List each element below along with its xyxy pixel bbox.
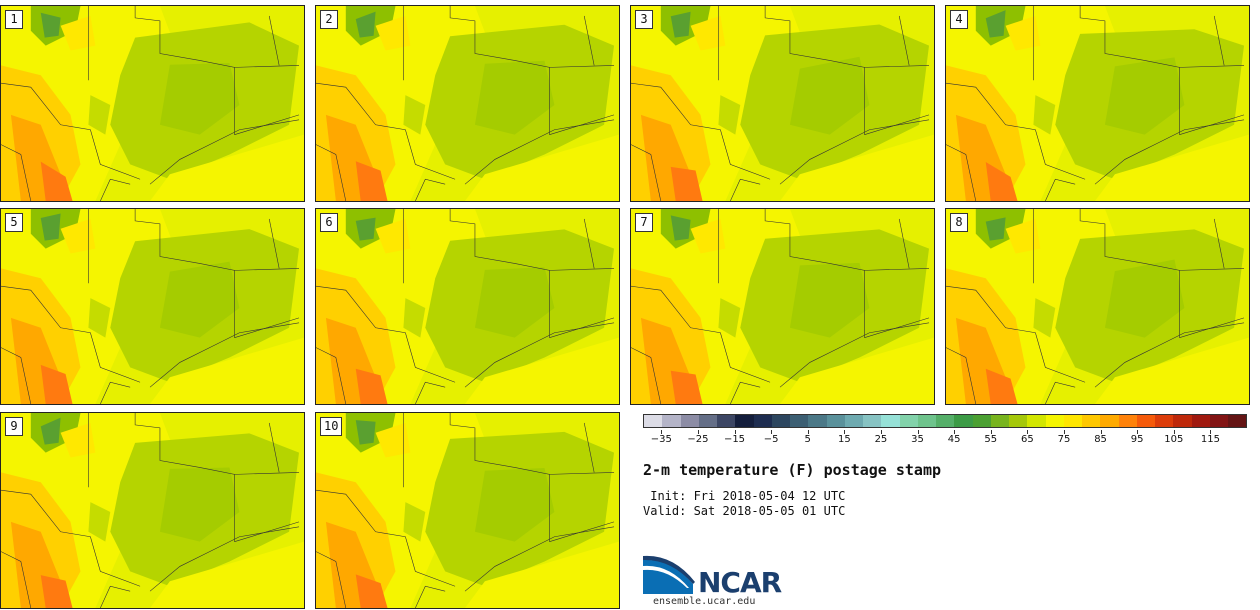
panel-member-label: 8	[950, 213, 968, 232]
colorbar-tick-label: 95	[1130, 434, 1144, 445]
colorbar-tick	[661, 430, 663, 434]
colorbar-swatch	[1009, 415, 1028, 427]
colorbar-tick	[844, 430, 846, 434]
colorbar-tick-label: 25	[874, 434, 888, 445]
colorbar-tick	[771, 430, 773, 434]
panel-member-label: 4	[950, 10, 968, 29]
colorbar-swatch	[771, 415, 790, 427]
panel-member-label: 6	[320, 213, 338, 232]
colorbar-swatch	[1155, 415, 1174, 427]
colorbar-swatch	[917, 415, 936, 427]
map-panel-1: 1	[0, 5, 305, 202]
colorbar-tick-label: 15	[837, 434, 851, 445]
colorbar-swatch	[1045, 415, 1064, 427]
ncar-logo-text: NCAR	[698, 566, 782, 599]
colorbar-tick	[990, 430, 992, 434]
colorbar-tick-label: −5	[763, 434, 779, 445]
ncar-logo-icon	[643, 555, 695, 594]
colorbar-tick	[880, 430, 882, 434]
colorbar-tick-label: 105	[1164, 434, 1184, 445]
ensemble-url: ensemble.ucar.edu	[653, 596, 756, 607]
map-panel-5: 5	[0, 208, 305, 405]
colorbar-tick	[697, 430, 699, 434]
colorbar-swatch	[826, 415, 845, 427]
map-panel-7: 7	[630, 208, 935, 405]
colorbar-swatch	[1191, 415, 1210, 427]
colorbar-tick-label: 75	[1057, 434, 1071, 445]
colorbar-swatch	[1209, 415, 1228, 427]
colorbar-tick	[1063, 430, 1065, 434]
colorbar-tick-label: 35	[911, 434, 924, 445]
colorbar-swatch	[863, 415, 882, 427]
colorbar-tick-label: 5	[804, 434, 811, 445]
colorbar-tick-labels: −35 −25 −15 −5 5 15 25 35 45 55 65 75 85 95 105 115	[643, 430, 1247, 450]
panel-member-label: 2	[320, 10, 338, 29]
colorbar-swatch	[881, 415, 900, 427]
colorbar-swatch	[954, 415, 973, 427]
colorbar-swatch	[790, 415, 809, 427]
colorbar-tick-label: 55	[984, 434, 998, 445]
map-panel-2: 2	[315, 5, 620, 202]
colorbar-tick	[1137, 430, 1139, 434]
panel-member-label: 1	[5, 10, 23, 29]
panel-member-label: 3	[635, 10, 653, 29]
colorbar-swatch	[1173, 415, 1192, 427]
colorbar-tick	[807, 430, 809, 434]
colorbar-swatch	[662, 415, 681, 427]
map-panel-3: 3	[630, 5, 935, 202]
valid-time: Valid: Sat 2018-05-05 01 UTC	[643, 504, 846, 518]
colorbar-swatch	[936, 415, 955, 427]
colorbar-swatch	[1100, 415, 1119, 427]
colorbar-swatch	[735, 415, 754, 427]
panel-member-label: 5	[5, 213, 23, 232]
colorbar-swatch	[1228, 415, 1247, 427]
colorbar-tick-label: 115	[1200, 434, 1220, 445]
colorbar-tick	[917, 430, 919, 434]
panel-member-label: 7	[635, 213, 653, 232]
map-panel-9: 9	[0, 412, 305, 609]
colorbar-swatch	[1063, 415, 1082, 427]
colorbar-swatch	[680, 415, 699, 427]
colorbar-swatch	[717, 415, 736, 427]
colorbar-swatch	[1082, 415, 1101, 427]
colorbar-tick-label: −35	[650, 434, 672, 445]
colorbar-swatch	[972, 415, 991, 427]
colorbar-swatch	[644, 415, 663, 427]
colorbar-swatch	[698, 415, 717, 427]
colorbar-tick	[1027, 430, 1029, 434]
plot-title: 2-m temperature (F) postage stamp	[643, 461, 942, 479]
colorbar-tick-label: 85	[1094, 434, 1107, 445]
colorbar-swatch	[844, 415, 863, 427]
temperature-colorbar	[643, 414, 1247, 428]
panel-member-label: 10	[320, 417, 343, 436]
colorbar-swatch	[899, 415, 918, 427]
colorbar-swatch	[753, 415, 772, 427]
colorbar-swatch	[808, 415, 827, 427]
colorbar-tick	[1210, 430, 1212, 434]
map-panel-6: 6	[315, 208, 620, 405]
map-panel-10: 10	[315, 412, 620, 609]
colorbar-tick-label: −25	[687, 434, 709, 445]
colorbar-tick	[1100, 430, 1102, 434]
colorbar-tick	[954, 430, 956, 434]
colorbar-swatch	[1136, 415, 1155, 427]
map-panel-8: 8	[945, 208, 1250, 405]
map-panel-4: 4	[945, 5, 1250, 202]
colorbar-swatch	[1118, 415, 1137, 427]
colorbar-tick	[734, 430, 736, 434]
colorbar-tick-label: 65	[1020, 434, 1034, 445]
init-time: Init: Fri 2018-05-04 12 UTC	[643, 489, 846, 503]
colorbar-swatch	[1027, 415, 1046, 427]
colorbar-swatch	[990, 415, 1009, 427]
colorbar-tick-label: −15	[723, 434, 746, 445]
panel-member-label: 9	[5, 417, 23, 436]
colorbar-tick	[1173, 430, 1175, 434]
colorbar-tick-label: 45	[947, 434, 961, 445]
